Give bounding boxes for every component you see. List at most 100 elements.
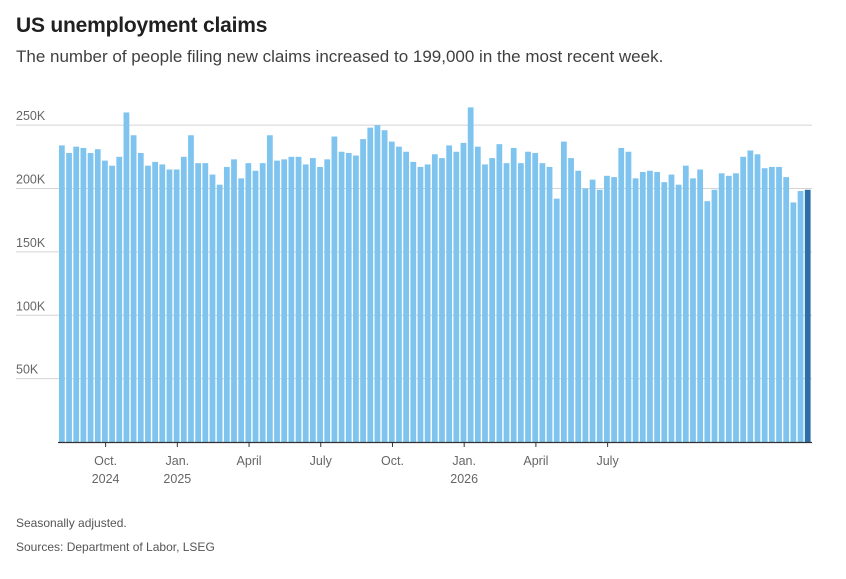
bar — [116, 156, 123, 442]
bar — [73, 146, 80, 443]
bar — [790, 202, 797, 442]
bar — [123, 112, 130, 442]
bar — [159, 164, 166, 443]
bar — [733, 173, 739, 442]
bar — [539, 163, 546, 442]
bar — [216, 184, 223, 442]
x-tick-year-label: 2026 — [450, 472, 478, 486]
bar-latest — [804, 189, 811, 442]
bar — [173, 169, 180, 442]
bar — [704, 201, 711, 442]
bar — [353, 155, 359, 443]
y-axis-labels: 50K 100K 150K 200K 250K — [16, 109, 46, 377]
bar — [604, 175, 610, 442]
bar — [797, 191, 804, 442]
bar — [489, 158, 496, 442]
x-tick-label: Jan. — [452, 454, 476, 468]
bar — [310, 158, 316, 442]
bar — [740, 156, 747, 442]
bar — [446, 145, 453, 442]
y-tick-label: 100K — [16, 299, 46, 313]
bar — [439, 158, 445, 442]
bar — [625, 151, 632, 443]
bar — [238, 178, 245, 443]
bar — [130, 135, 137, 442]
bar — [345, 153, 352, 442]
footnote: Seasonally adjusted. — [16, 516, 127, 530]
bar — [152, 161, 158, 442]
chart-subtitle: The number of people filing new claims i… — [16, 47, 664, 66]
bar — [166, 169, 173, 442]
bar — [317, 166, 323, 442]
bar — [87, 153, 94, 442]
y-tick-label: 150K — [16, 236, 46, 250]
bar — [274, 160, 280, 442]
bar — [266, 135, 273, 442]
bar — [682, 165, 689, 442]
bars — [59, 107, 811, 443]
bar — [661, 182, 668, 442]
bar — [460, 142, 467, 442]
bar — [618, 147, 625, 442]
bar — [80, 147, 87, 442]
bar — [252, 170, 259, 442]
bar — [553, 198, 560, 442]
bar — [639, 172, 646, 442]
bar — [690, 178, 696, 443]
bar — [259, 163, 266, 442]
bar — [374, 125, 381, 443]
bar — [331, 136, 338, 442]
bar — [388, 141, 395, 442]
bar — [431, 154, 438, 442]
bar — [302, 164, 309, 443]
bar — [654, 172, 660, 442]
bar — [109, 165, 115, 442]
bar — [783, 177, 790, 442]
bar — [510, 147, 517, 442]
bar — [59, 145, 65, 442]
bar — [338, 151, 345, 443]
bar — [66, 153, 72, 442]
bar — [231, 159, 237, 442]
bar — [754, 154, 761, 442]
bar — [281, 159, 288, 442]
bar — [474, 146, 481, 443]
x-axis: Oct. 2024 Jan. 2025 April July Oct. Jan. 2026 Apr… — [58, 441, 812, 486]
bar — [102, 160, 108, 442]
bar — [367, 127, 374, 442]
chart-title: US unemployment claims — [16, 14, 268, 37]
bar — [188, 135, 194, 442]
x-tick-label: Oct. — [381, 454, 404, 468]
bar — [245, 163, 252, 442]
bar — [697, 169, 704, 442]
bar-chart: 50K 100K 150K 200K 250K Oct. 2024 Jan. 2025 Apri… — [16, 107, 812, 486]
x-tick-label: July — [596, 454, 619, 468]
bar — [582, 188, 589, 442]
bar — [209, 174, 216, 442]
bar — [288, 156, 295, 442]
bar — [761, 168, 768, 442]
bar — [482, 164, 488, 443]
bar — [718, 173, 725, 442]
x-tick-label: July — [310, 454, 333, 468]
bar — [410, 161, 417, 442]
bar — [546, 166, 553, 442]
bar — [647, 170, 653, 442]
bar — [137, 153, 144, 442]
bar — [561, 141, 567, 442]
x-tick-label: April — [237, 454, 262, 468]
y-tick-label: 200K — [16, 173, 46, 187]
x-tick-year-label: 2025 — [163, 472, 191, 486]
bar — [503, 163, 510, 442]
bar — [496, 144, 503, 442]
bar — [453, 151, 460, 443]
bar — [776, 166, 782, 442]
y-tick-label: 50K — [16, 363, 39, 377]
bar — [525, 151, 531, 443]
bar — [611, 177, 617, 442]
bar — [381, 130, 388, 442]
bar — [424, 164, 431, 443]
bar — [596, 189, 603, 442]
bar — [295, 156, 302, 442]
bar — [632, 178, 639, 443]
